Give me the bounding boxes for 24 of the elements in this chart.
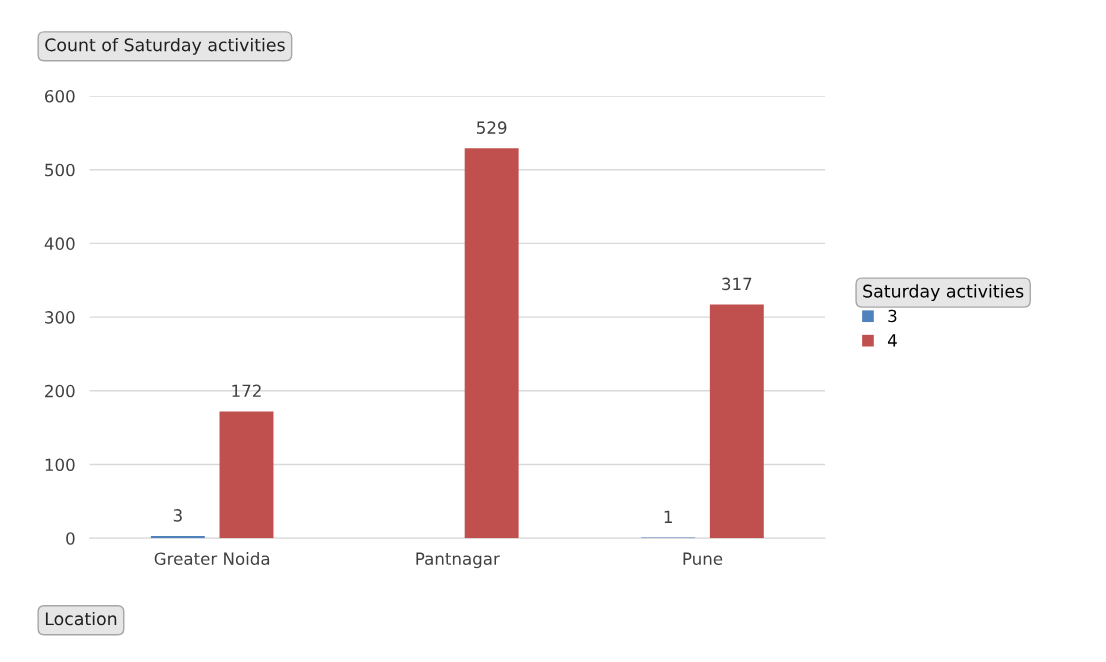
x-tick-label: Pantnagar — [416, 552, 500, 569]
y-tick-label: 600 — [45, 89, 75, 103]
legend-title: Saturday activities — [863, 284, 1024, 302]
bar — [709, 304, 764, 539]
y-tick-label: 500 — [45, 163, 75, 177]
bar — [464, 148, 519, 539]
x-tick-label: Greater Noida — [154, 552, 270, 565]
legend-label: 3 — [888, 309, 897, 323]
text: Location — [45, 611, 117, 626]
x-tick-label: Pune — [683, 552, 723, 565]
y-tick-label: 0 — [66, 532, 75, 545]
data-label: 317 — [722, 277, 752, 291]
y-tick-label: 400 — [44, 237, 75, 250]
chart-title: Count of Saturday activities — [45, 37, 285, 55]
bar — [219, 411, 274, 539]
data-label: 172 — [232, 384, 261, 397]
legend-label: 4 — [887, 334, 897, 347]
data-label: 3 — [173, 509, 182, 522]
y-tick-label: 100 — [45, 458, 75, 472]
y-tick-label: 300 — [45, 311, 75, 324]
data-label: 529 — [477, 121, 507, 134]
bar — [150, 535, 205, 539]
data-label: 1 — [664, 510, 672, 523]
y-tick-label: 200 — [45, 384, 75, 398]
